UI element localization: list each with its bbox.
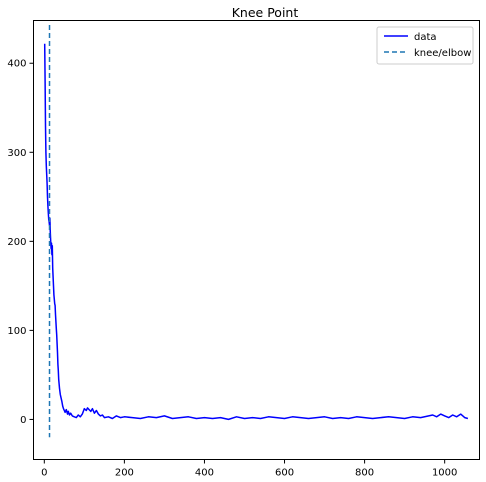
x-tick-label: 0 (41, 468, 47, 479)
y-tick-label: 300 (7, 148, 26, 159)
x-tick-label: 400 (195, 468, 214, 479)
y-tick-label: 200 (7, 237, 26, 248)
x-axis: 0 200 400 600 800 1000 (41, 459, 457, 479)
series-line-data (43, 43, 469, 421)
x-tick-label: 800 (355, 468, 374, 479)
y-tick-label: 400 (7, 59, 26, 70)
chart-title: Knee Point (232, 5, 299, 20)
y-axis: 0 100 200 300 400 (7, 59, 34, 426)
x-tick-label: 1000 (432, 468, 457, 479)
legend: data knee/elbow (376, 26, 474, 65)
legend-data-label: data (414, 32, 437, 43)
x-tick-label: 600 (275, 468, 294, 479)
axes-frame (33, 20, 480, 460)
legend-knee-label: knee/elbow (414, 48, 471, 59)
x-tick-label: 200 (115, 468, 134, 479)
y-tick-label: 0 (20, 415, 26, 426)
y-tick-label: 100 (7, 326, 26, 337)
plot-area (43, 24, 469, 438)
